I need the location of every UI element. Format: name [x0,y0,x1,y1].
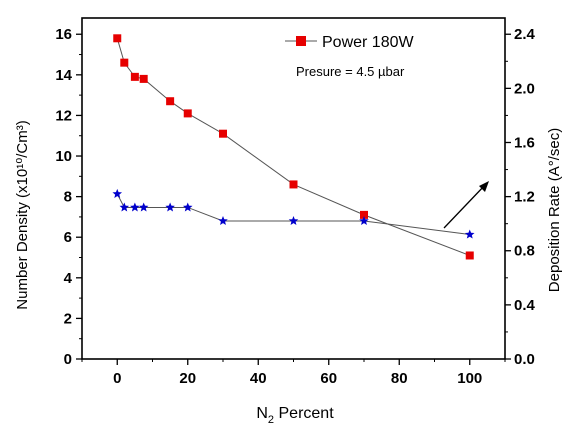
x-tick-label: 80 [391,370,408,387]
series-0-point [113,34,122,43]
x-tick-label: 100 [457,370,482,387]
series-0-point [120,58,129,67]
legend-label: Power 180W [322,34,414,51]
x-tick-label: 20 [179,370,196,387]
y-left-tick-label: 8 [64,189,72,206]
y-right-tick-label: 2.0 [514,80,535,97]
y-left-tick-label: 14 [55,67,72,84]
y-left-tick-label: 4 [64,270,73,287]
series-1-point [182,202,193,212]
y-left-tick-label: 16 [55,26,72,43]
series-0-point [289,180,298,189]
y-left-tick-label: 12 [55,107,72,124]
series-1-point [288,215,299,226]
y-right-tick-label: 1.6 [514,134,535,151]
y-right-tick-label: 0.4 [514,297,536,314]
series-1-point [165,202,175,212]
legend: Power 180W [285,34,414,51]
series-1-line [116,193,470,236]
series-1-point [218,215,228,226]
y-right-tick-label: 0.8 [514,243,535,260]
y-left-tick-label: 0 [64,351,72,368]
axes: 0 20 40 60 80 100 0 2 4 6 8 10 12 14 16 0.0 0.4 0.8 1.2 1.6… [55,17,536,387]
y-right-tick-label: 0.0 [514,351,535,368]
pressure-annotation: Presure = 4.5 µbar [296,64,405,79]
series-0-point [465,251,474,260]
arrow-to-right-axis [443,181,489,229]
y-left-tick-label: 10 [55,148,72,165]
legend-marker [296,36,306,46]
series-0-point [166,97,175,106]
series-0-line [116,38,470,256]
x-tick-label: 60 [320,370,337,387]
series-0-point [130,72,139,81]
y-left-tick-label: 6 [64,229,72,246]
series-1-point [359,215,369,226]
series-0-point [360,210,368,219]
series-1-point [130,202,140,212]
series-1-point [138,202,149,212]
series-1-point [119,202,130,212]
series-0-point [183,109,192,118]
y-axis-right-title: Deposition Rate (A°/sec) [546,128,563,292]
x-axis-title: N2 Percent [256,405,334,426]
series-1-point [112,188,123,198]
series-0-point [219,129,227,138]
y-right-tick-label: 1.2 [514,189,535,206]
series-1-point [464,229,475,239]
series-0-point [139,74,148,83]
y-left-tick-label: 2 [64,310,72,327]
series-layer [112,34,475,260]
y-axis-left-title: Number Density (x10¹⁰/Cm³) [14,120,31,309]
y-right-tick-label: 2.4 [514,26,536,43]
x-tick-label: 40 [250,370,267,387]
x-tick-label: 0 [113,370,121,387]
